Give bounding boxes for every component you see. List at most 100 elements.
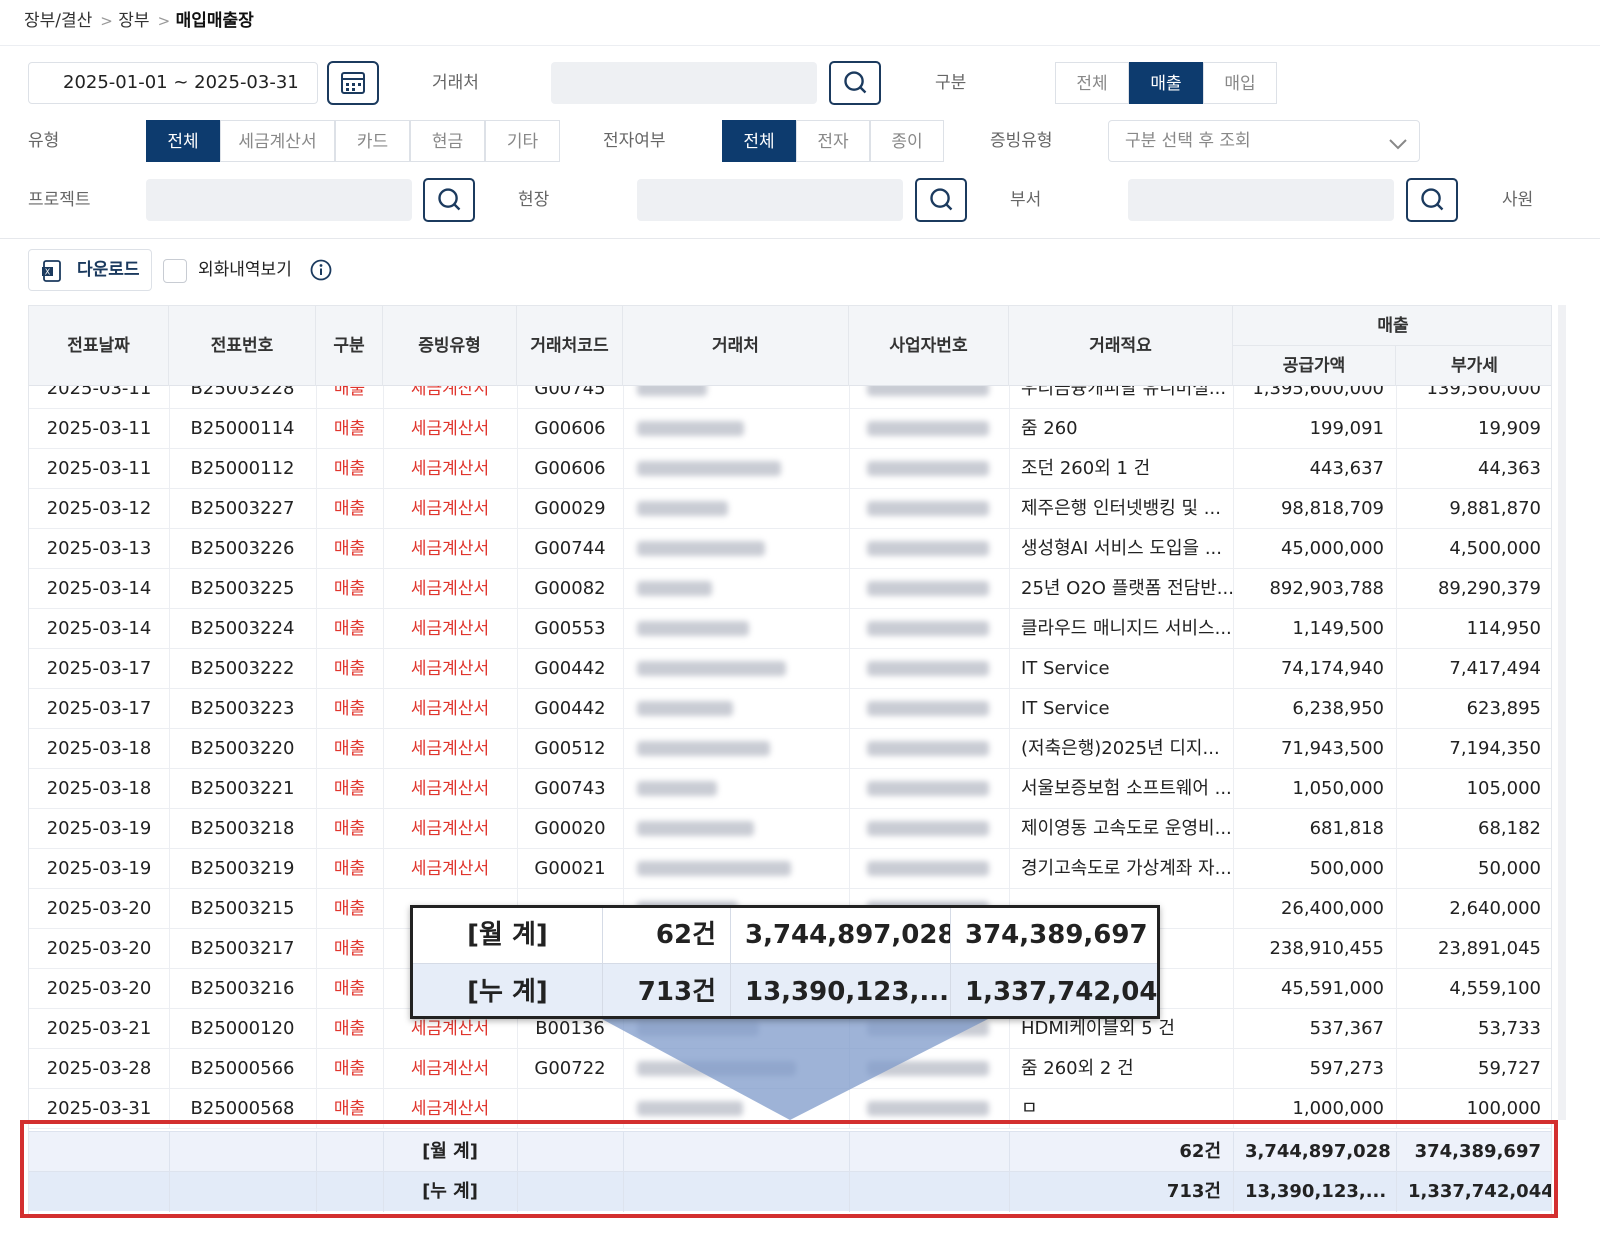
segment-button[interactable]: 세금계산서 [220,120,335,162]
segment-button[interactable]: 현금 [410,120,485,162]
col-line [1233,809,1234,849]
segment-button[interactable]: 전체 [146,120,220,162]
row-line [29,728,1551,729]
col-line [383,849,384,889]
col-line [1396,386,1397,409]
label: 전자여부 [603,131,666,151]
row-line [29,688,1551,689]
search-input[interactable] [1128,179,1394,221]
col-line [1233,1089,1234,1129]
blurred-text [637,386,707,396]
col-line [517,449,518,489]
partner-input[interactable] [551,62,817,104]
col-line [849,769,850,809]
col-line [383,1089,384,1129]
row-line [29,528,1551,529]
callout-count: 62건 [603,908,731,963]
col-line [316,1089,317,1129]
search-button[interactable] [423,178,475,222]
table-cell: G00020 [534,818,606,839]
divider [0,238,1600,239]
col-line [1009,689,1010,729]
col-line [517,809,518,849]
info-icon[interactable] [310,259,332,281]
search-button[interactable] [915,178,967,222]
calendar-button[interactable] [327,61,379,105]
table-cell: 세금계산서 [410,1019,490,1039]
table-cell: 114,950 [1466,618,1541,639]
header-cell: 사업자번호 [849,306,1009,386]
table-cell: 892,903,788 [1269,578,1384,599]
table-cell: 매출 [333,619,366,639]
row-line [29,768,1551,769]
evidence-select[interactable]: 구분 선택 후 조회 [1108,120,1420,162]
table-cell: 2025-03-31 [46,1098,152,1119]
scrollbar [1558,305,1566,1120]
table-cell: 서울보증보험 소프트웨어 ... [1021,778,1232,799]
table-cell: 세금계산서 [410,779,490,799]
segment-button[interactable]: 매출 [1129,62,1203,104]
checkbox[interactable] [163,259,187,283]
table-cell: 53,733 [1478,1018,1541,1039]
header-cell: 거래처 [623,306,849,386]
table-cell: 68,182 [1478,818,1541,839]
segment-button[interactable]: 전체 [722,120,796,162]
table-cell: 매출 [333,386,366,399]
table-cell: B25003215 [190,898,295,919]
segment-button[interactable]: 카드 [335,120,410,162]
table-cell: G00553 [534,618,606,639]
col-line [849,1049,850,1089]
col-line [849,849,850,889]
period-input[interactable]: 2025-01-01 ~ 2025-03-31 [28,62,318,104]
search-button[interactable] [1406,178,1458,222]
table-cell: 매출 [333,499,366,519]
col-line [383,649,384,689]
table-cell: B25003225 [190,578,295,599]
col-line [517,529,518,569]
table-cell: 2025-03-18 [46,778,152,799]
label: 구분 [935,73,967,93]
total-label: [월 계] [422,1141,478,1162]
table-cell: B25000568 [190,1098,295,1119]
col-line [316,1009,317,1049]
blurred-text [637,501,728,516]
label: 증빙유형 [990,131,1053,151]
segment-button[interactable]: 기타 [485,120,560,162]
col-line [316,609,317,649]
segment-button[interactable]: 종이 [870,120,944,162]
table-cell: 매출 [333,779,366,799]
table-cell: 세금계산서 [410,579,490,599]
col-line [169,386,170,409]
table-cell: 89,290,379 [1437,578,1541,599]
col-line [1009,1172,1010,1212]
table-cell: B25003222 [190,658,295,679]
table-cell: 매출 [333,939,366,959]
col-line [1396,1009,1397,1049]
blurred-text [637,741,770,756]
segment-button[interactable]: 전자 [796,120,870,162]
table-cell: B25003219 [190,858,295,879]
col-line [623,649,624,689]
total-count: 713건 [1166,1181,1221,1202]
table-cell: 199,091 [1309,418,1384,439]
search-input[interactable] [637,179,903,221]
blurred-text [637,861,791,876]
table-cell: 매출 [333,1019,366,1039]
header-cell: 구분 [316,306,383,386]
search-button[interactable] [829,61,881,105]
col-line [169,689,170,729]
row-line [29,408,1551,409]
col-line [623,769,624,809]
download-button[interactable]: X 다운로드 [28,249,152,291]
col-line [517,1089,518,1129]
label: 거래처 [432,73,479,93]
label: 현장 [518,190,550,210]
table-cell: B25003216 [190,978,295,999]
segment-button[interactable]: 매입 [1203,62,1277,104]
col-line [1009,386,1010,409]
search-input[interactable] [146,179,412,221]
table-cell: 세금계산서 [410,386,490,399]
segment-button[interactable]: 전체 [1055,62,1129,104]
table-cell: 44,363 [1478,458,1541,479]
